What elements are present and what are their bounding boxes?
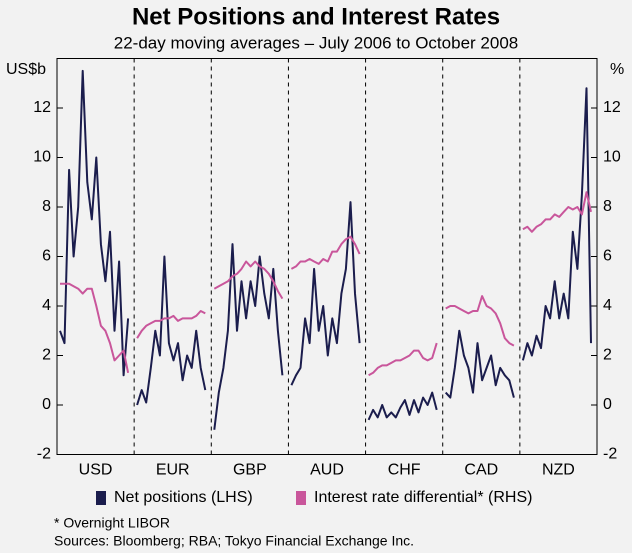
x-tick-label: GBP	[233, 462, 267, 479]
y-axis-label: US$b	[6, 61, 46, 78]
y2-tick-label: -2	[603, 446, 617, 463]
y2-tick-label: 12	[603, 99, 621, 116]
series-line	[367, 391, 438, 421]
series-line	[290, 201, 361, 386]
x-tick-label: CHF	[388, 462, 421, 479]
legend-swatch	[96, 491, 106, 505]
x-tick-label: AUD	[310, 462, 344, 479]
x-tick-label: CAD	[464, 462, 498, 479]
series-line	[368, 342, 438, 377]
source: Sources: Bloomberg; RBA; Tokyo Financial…	[54, 533, 414, 549]
y-tick-label: 2	[42, 347, 51, 364]
series-line	[213, 260, 284, 300]
legend-label: Net positions (LHS)	[114, 489, 253, 506]
x-tick-label: EUR	[156, 462, 190, 479]
y-tick-label: 8	[42, 198, 51, 215]
y2-tick-label: 10	[603, 149, 621, 166]
y2-tick-label: 4	[603, 297, 612, 314]
y-tick-label: 12	[33, 99, 51, 116]
series-line	[59, 69, 130, 377]
footnote: * Overnight LIBOR	[54, 515, 170, 531]
y-tick-label: -2	[37, 446, 51, 463]
chart-subtitle: 22-day moving averages – July 2006 to Oc…	[114, 33, 518, 52]
y2-tick-label: 6	[603, 248, 612, 265]
y2-axis-label: %	[610, 61, 624, 78]
y-tick-label: 6	[42, 248, 51, 265]
x-tick-label: NZD	[542, 462, 575, 479]
series-line	[290, 235, 361, 270]
legend-swatch	[296, 491, 306, 505]
series-line	[444, 329, 515, 399]
y2-tick-label: 2	[603, 347, 612, 364]
series-line	[522, 191, 592, 233]
series-line	[136, 255, 207, 406]
series-line	[60, 282, 130, 373]
y2-tick-label: 8	[603, 198, 612, 215]
y-tick-label: 0	[42, 396, 51, 413]
series-line	[521, 87, 592, 361]
series-line	[445, 295, 515, 347]
y-tick-label: 4	[42, 297, 51, 314]
legend-label: Interest rate differential* (RHS)	[314, 489, 532, 506]
series-line	[213, 243, 284, 430]
x-tick-label: USD	[79, 462, 113, 479]
y-tick-label: 10	[33, 149, 51, 166]
y2-tick-label: 0	[603, 396, 612, 413]
chart-title: Net Positions and Interest Rates	[132, 3, 500, 30]
series-line	[136, 310, 206, 339]
